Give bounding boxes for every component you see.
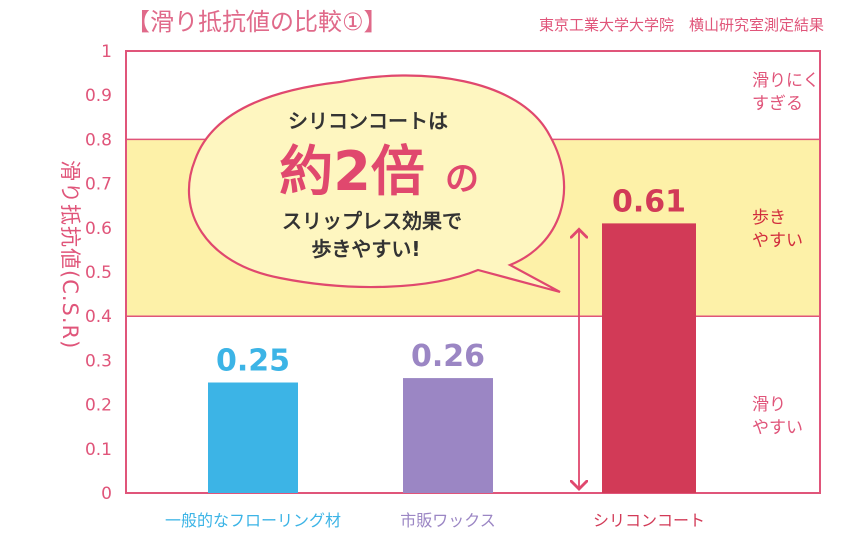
zone-label-bottom-2: やすい [752, 418, 803, 438]
chart-title: 【滑り抵抗値の比較①】 [126, 8, 388, 36]
zone-label-middle-2: やすい [752, 231, 803, 251]
category-label: 市販ワックス [400, 511, 496, 530]
bar-2 [403, 378, 493, 493]
y-tick-label: 0.7 [85, 175, 112, 195]
y-tick-label: 0.6 [85, 219, 112, 239]
source-caption: 東京工業大学大学院 横山研究室測定結果 [538, 16, 824, 34]
y-tick-label: 0.3 [85, 351, 112, 371]
bubble-line4: 歩きやすい! [311, 237, 420, 261]
category-labels: 一般的なフローリング材 市販ワックス シリコンコート [165, 511, 705, 530]
y-tick-label: 0.2 [85, 396, 112, 416]
y-axis-label: 滑り抵抗値(C.S.R) [58, 160, 82, 349]
bars-group [208, 223, 696, 493]
bar-3 [602, 223, 696, 493]
bar-value-label: 0.61 [612, 184, 686, 219]
y-tick-label: 1 [101, 42, 112, 62]
y-tick-label: 0.8 [85, 130, 112, 150]
y-tick-label: 0.5 [85, 263, 112, 283]
bubble-line1: シリコンコートは [288, 109, 448, 133]
bubble-shape [187, 74, 566, 294]
bubble-no-text: の [445, 159, 479, 199]
y-tick-label: 0.1 [85, 440, 112, 460]
bar-value-labels: 0.25 0.26 0.61 [216, 184, 686, 378]
zone-label-middle-1: 歩き [752, 208, 786, 228]
speech-bubble: シリコンコートは 約2倍 の スリップレス効果で 歩きやすい! [187, 74, 566, 294]
y-tick-label: 0.9 [85, 86, 112, 106]
category-label: 一般的なフローリング材 [165, 511, 341, 530]
zone-label-bottom-1: 滑り [752, 395, 786, 415]
bar-value-label: 0.25 [216, 344, 290, 379]
bubble-big-text: 約2倍 [279, 140, 425, 203]
y-tick-label: 0.4 [85, 307, 112, 327]
bar-value-label: 0.26 [411, 339, 485, 374]
category-label: シリコンコート [593, 511, 705, 530]
bubble-line3: スリップレス効果で [282, 209, 462, 233]
y-tick-label: 0 [101, 484, 112, 504]
zone-label-top-1: 滑りにく [752, 71, 820, 91]
bar-1 [208, 382, 298, 493]
zone-label-top-2: すぎる [752, 94, 803, 114]
y-tick-labels: 0 0.1 0.2 0.3 0.4 0.5 0.6 0.7 0.8 0.9 1 [85, 42, 112, 504]
